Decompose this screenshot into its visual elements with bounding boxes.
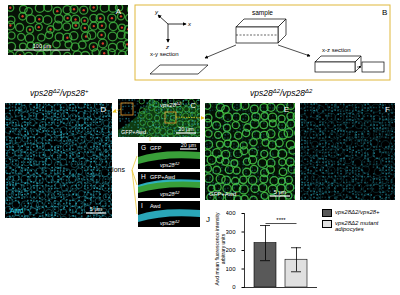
- svg-text:J: J: [206, 215, 210, 224]
- svg-text:0: 0: [232, 284, 236, 290]
- svg-text:vps28Δ2: vps28Δ2: [160, 220, 180, 226]
- svg-text:vps28Δ2: vps28Δ2: [160, 162, 180, 168]
- svg-text:vps28Δ2/vps28+: vps28Δ2/vps28+: [30, 88, 89, 98]
- svg-text:x: x: [187, 21, 192, 27]
- svg-text:GFP+Awd: GFP+Awd: [150, 174, 175, 180]
- svg-text:100: 100: [226, 266, 236, 272]
- svg-text:x-y section: x-y section: [150, 51, 179, 57]
- svg-text:400: 400: [226, 210, 236, 216]
- svg-text:Awd: Awd: [10, 207, 24, 214]
- svg-text:GFP: GFP: [150, 145, 162, 151]
- svg-text:GFP+Awd: GFP+Awd: [209, 191, 236, 197]
- svg-text:20 μm: 20 μm: [181, 142, 197, 148]
- svg-text:200: 200: [226, 247, 236, 253]
- svg-text:Awd mean fluorescence intensit: Awd mean fluorescence intensityarbitrary…: [214, 212, 226, 286]
- svg-text:vps28Δ2: vps28Δ2: [160, 101, 182, 109]
- svg-text:Awd: Awd: [150, 203, 161, 209]
- svg-text:5 μm: 5 μm: [90, 206, 103, 212]
- svg-text:sample: sample: [252, 9, 273, 17]
- svg-text:vps28Δ2/vps28Δ2: vps28Δ2/vps28Δ2: [250, 88, 313, 98]
- svg-text:H: H: [141, 173, 146, 180]
- svg-text:G: G: [141, 144, 146, 151]
- svg-text:F: F: [385, 105, 390, 114]
- svg-text:100 μm: 100 μm: [33, 43, 52, 49]
- svg-text:D: D: [100, 105, 106, 114]
- svg-text:C: C: [190, 101, 196, 110]
- svg-text:E: E: [284, 105, 289, 114]
- svg-text:z: z: [165, 44, 169, 50]
- svg-text:x-z sections: x-z sections: [88, 166, 125, 173]
- svg-text:300: 300: [226, 229, 236, 235]
- svg-text:x-z section: x-z section: [322, 47, 351, 53]
- svg-text:y: y: [154, 9, 159, 15]
- svg-text:B: B: [382, 8, 387, 17]
- svg-text:5 μm: 5 μm: [274, 189, 287, 195]
- html-text:vps28Δ2/vps28+: vps28Δ2/vps28+: [335, 209, 380, 215]
- svg-text:****: ****: [276, 217, 286, 223]
- svg-text:GFP+Awd: GFP+Awd: [121, 129, 146, 135]
- svg-text:vps28Δ2: vps28Δ2: [160, 191, 180, 197]
- html-text:vps28Δ2 mutant adipocytes: vps28Δ2 mutant adipocytes: [335, 220, 379, 232]
- svg-text:I: I: [141, 202, 143, 209]
- svg-text:20 μm: 20 μm: [178, 126, 194, 132]
- svg-text:A: A: [116, 7, 122, 16]
